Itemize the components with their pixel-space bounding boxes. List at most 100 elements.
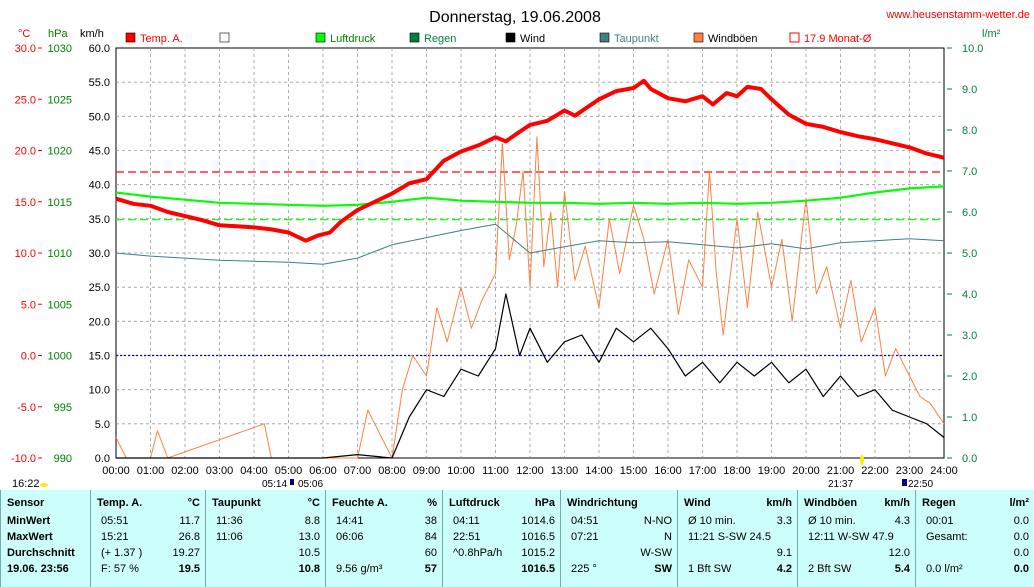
temp-tick: -10.0 bbox=[11, 453, 36, 465]
legend-label-2: Luftdruck bbox=[330, 33, 376, 45]
cell-value: 1014.6 bbox=[521, 515, 555, 527]
cell-label: 00:01 bbox=[926, 515, 954, 527]
column-header: Wind bbox=[684, 497, 711, 509]
temp-tick: 5.0 bbox=[21, 299, 36, 311]
x-tick: 09:00 bbox=[413, 465, 441, 477]
kmh-tick: 50.0 bbox=[89, 111, 110, 123]
kmh-tick: 55.0 bbox=[89, 77, 110, 89]
x-tick: 12:00 bbox=[516, 465, 544, 477]
series-windb-en bbox=[115, 136, 945, 459]
kmh-tick: 40.0 bbox=[89, 180, 110, 192]
table-column-windrichtung: Windrichtung 04:51 N-NO 07:21 N W-SW 225 ° SW bbox=[560, 490, 677, 587]
x-tick: 15:00 bbox=[620, 465, 648, 477]
kmh-tick: 35.0 bbox=[89, 214, 110, 226]
cell-value: 60 bbox=[424, 547, 437, 559]
legend: Temp. A. Luftdruck Regen Wind Taupunkt Windbö… bbox=[125, 32, 872, 45]
kmh-tick: 0.0 bbox=[95, 453, 110, 465]
x-tick: 19:00 bbox=[758, 465, 786, 477]
cell-label: 14:41 bbox=[336, 515, 364, 527]
legend-label-6: Windböen bbox=[708, 33, 758, 45]
legend-swatch-6 bbox=[693, 32, 704, 43]
sunrise-label: 05:14 bbox=[262, 479, 287, 490]
cell-label: 06:06 bbox=[336, 531, 364, 543]
cell-value: 84 bbox=[424, 531, 437, 543]
website-link[interactable]: www.heusenstamm-wetter.de bbox=[885, 9, 1030, 21]
table-column-luftdruck: Luftdruck hPa 04:11 1014.6 22:51 1016.5 ^0.8hP… bbox=[442, 490, 560, 587]
sunrise-label-2: 05:06 bbox=[298, 479, 323, 490]
cell-label: 11:21 S-SW 24.5 bbox=[688, 531, 771, 543]
series-temp-a- bbox=[115, 78, 945, 243]
cell-value: 0.0 bbox=[1013, 547, 1029, 559]
temp-tick: 25.0 bbox=[15, 94, 36, 106]
temp-tick: 30.0 bbox=[15, 43, 36, 55]
legend-swatch-1 bbox=[219, 32, 230, 43]
time-markers: 16:22 05:14 05:06 21:37 22:50 bbox=[12, 455, 933, 490]
kmh-tick: 60.0 bbox=[89, 43, 110, 55]
hpa-tick: 1015 bbox=[48, 197, 72, 209]
column-header: Sensor bbox=[7, 497, 45, 509]
moon-label: 22:50 bbox=[908, 479, 933, 490]
kmh-tick: 45.0 bbox=[89, 146, 110, 158]
kmh-tick: 25.0 bbox=[89, 282, 110, 294]
x-tick: 24:00 bbox=[930, 465, 958, 477]
column-header: Feuchte A. bbox=[332, 497, 388, 509]
kmh-unit-label: km/h bbox=[80, 28, 104, 40]
rain-tick: 8.0 bbox=[962, 125, 977, 137]
temp-tick: -5.0 bbox=[17, 402, 36, 414]
table-column-taupunkt: Taupunkt °C 11:36 8.8 11:06 13.0 10.5 10.8 bbox=[205, 490, 325, 587]
cell-value: 4.3 bbox=[894, 515, 910, 527]
kmh-tick: 5.0 bbox=[95, 419, 110, 431]
legend-label-5: Taupunkt bbox=[614, 33, 659, 45]
reference-lines bbox=[116, 171, 944, 357]
sun-left-icon bbox=[40, 483, 48, 487]
column-unit: km/h bbox=[766, 497, 792, 509]
legend-label-4: Wind bbox=[520, 33, 545, 45]
cell-label: 11:06 bbox=[216, 531, 243, 543]
cell-value: 8.8 bbox=[304, 515, 320, 527]
cell-label: 9.56 g/m³ bbox=[336, 563, 383, 575]
cell-value: 9.1 bbox=[776, 547, 792, 559]
cell-value: 1015.2 bbox=[521, 547, 555, 559]
temp-tick: 20.0 bbox=[15, 146, 36, 158]
x-tick: 13:00 bbox=[551, 465, 579, 477]
axis-labels: 30.0 25.0 20.0 15.0 10.0 5.0 0.0 -5.0 -10.0 1030 1… bbox=[11, 43, 984, 477]
column-unit: °C bbox=[187, 497, 200, 509]
rain-tick: 6.0 bbox=[962, 207, 977, 219]
legend-swatch-3 bbox=[409, 32, 420, 43]
row-label: MinWert bbox=[7, 515, 51, 527]
rain-tick: 10.0 bbox=[962, 43, 983, 55]
legend-swatch-5 bbox=[599, 32, 610, 43]
temp-tick: 0.0 bbox=[21, 351, 36, 363]
x-tick: 07:00 bbox=[344, 465, 372, 477]
series-luftdruck bbox=[115, 185, 945, 207]
cell-value: 1016.5 bbox=[521, 531, 555, 543]
sunset-label: 21:37 bbox=[828, 479, 853, 490]
temp-tick: 15.0 bbox=[15, 197, 36, 209]
rain-tick: 4.0 bbox=[962, 289, 977, 301]
x-tick: 14:00 bbox=[585, 465, 613, 477]
rain-tick: 9.0 bbox=[962, 84, 977, 96]
cell-value: 13.0 bbox=[298, 531, 320, 543]
cell-label: 22:51 bbox=[453, 531, 481, 543]
legend-swatch-4 bbox=[505, 32, 516, 43]
cell-label: 15:21 bbox=[101, 531, 129, 543]
column-header: Windböen bbox=[804, 497, 858, 509]
hpa-tick: 1025 bbox=[48, 94, 72, 106]
table-column-temp: Temp. A. °C 05:51 11.7 15:21 26.8 (+ 1.37 ) 19.… bbox=[90, 490, 205, 587]
cell-value: 4.2 bbox=[776, 563, 792, 575]
series-taupunkt bbox=[115, 223, 945, 265]
kmh-tick: 30.0 bbox=[89, 248, 110, 260]
cell-value: 26.8 bbox=[178, 531, 200, 543]
rain-unit-label: l/m² bbox=[982, 28, 1001, 40]
table-column-windboen: Windböen km/h Ø 10 min. 4.3 12:11 W-SW 47.9 1… bbox=[797, 490, 915, 587]
column-header: Regen bbox=[922, 497, 956, 509]
column-header: Temp. A. bbox=[97, 497, 143, 509]
series-lines bbox=[115, 78, 945, 459]
cell-value: 5.4 bbox=[894, 563, 910, 575]
cell-label: 11:36 bbox=[216, 515, 243, 527]
hpa-unit-label: hPa bbox=[48, 28, 68, 40]
sunrise-icon bbox=[290, 479, 294, 485]
rain-tick: 1.0 bbox=[962, 412, 977, 424]
cell-label: 12:11 W-SW 47.9 bbox=[808, 531, 894, 543]
cell-label: 07:21 bbox=[571, 531, 599, 543]
